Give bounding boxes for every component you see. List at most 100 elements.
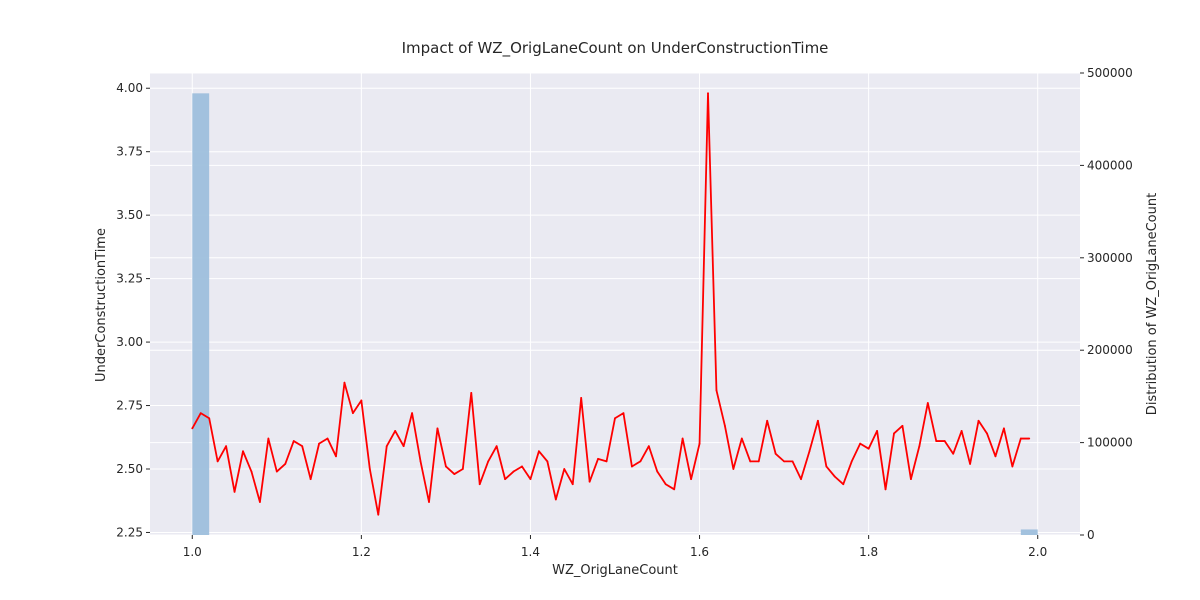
y-tick-label: 3.25 xyxy=(116,272,143,286)
data-point xyxy=(521,465,523,468)
data-point xyxy=(233,490,236,493)
data-point xyxy=(368,468,371,470)
data-point xyxy=(783,460,785,463)
data-point xyxy=(199,412,202,415)
data-point xyxy=(817,419,819,422)
x-tick-label: 1.2 xyxy=(352,545,371,559)
x-axis-label: WZ_OrigLaneCount xyxy=(552,563,678,578)
data-point xyxy=(715,389,718,392)
data-point xyxy=(478,483,481,486)
y2-axis-label: Distribution of WZ_OrigLaneCount xyxy=(1145,193,1160,415)
histogram-bar xyxy=(1020,529,1038,535)
y2-tick-label: 100000 xyxy=(1087,436,1133,450)
y-tick-label: 2.75 xyxy=(116,399,143,413)
data-point xyxy=(935,440,938,442)
data-point xyxy=(893,432,895,435)
data-point xyxy=(445,465,447,468)
data-point xyxy=(318,442,320,445)
data-point xyxy=(216,460,219,463)
data-point xyxy=(597,457,599,460)
data-point xyxy=(453,473,456,475)
data-point xyxy=(191,427,194,430)
plot-area xyxy=(150,73,1080,535)
histogram xyxy=(192,93,1038,535)
data-point xyxy=(1011,465,1014,468)
data-point xyxy=(724,424,726,427)
y2-tick-label: 200000 xyxy=(1087,343,1133,357)
data-point xyxy=(267,437,270,440)
data-point xyxy=(292,440,295,442)
data-point xyxy=(402,445,405,448)
y2-tick-label: 0 xyxy=(1087,528,1095,542)
y2-tick-label: 300000 xyxy=(1087,251,1133,265)
data-point xyxy=(808,450,811,453)
data-point xyxy=(1028,437,1031,440)
series-line xyxy=(191,92,1030,516)
data-point xyxy=(969,463,971,465)
data-point xyxy=(275,470,278,473)
data-point xyxy=(918,445,921,448)
data-point xyxy=(495,445,498,448)
data-point xyxy=(335,455,337,458)
data-point xyxy=(571,483,574,486)
y-tick-label: 4.00 xyxy=(116,81,143,95)
data-point xyxy=(385,445,388,448)
x-tick-label: 1.0 xyxy=(183,545,202,559)
data-point xyxy=(986,432,988,435)
data-point xyxy=(411,412,413,415)
data-point xyxy=(225,445,227,448)
data-point xyxy=(867,447,870,450)
data-point xyxy=(622,412,625,415)
data-point xyxy=(301,445,304,448)
data-point xyxy=(1019,437,1022,440)
data-point xyxy=(504,478,506,481)
data-point xyxy=(960,430,963,432)
axes: 1.0 1.2 1.4 1.6 1.8 2.0 2.25 2.50 2.75 3.00 3.25 3.… xyxy=(116,66,1133,559)
data-point xyxy=(554,498,557,501)
data-point xyxy=(284,463,287,465)
data-point xyxy=(681,437,684,440)
data-point xyxy=(343,381,346,384)
data-point xyxy=(259,501,261,503)
data-point xyxy=(419,460,422,463)
y-tick-label: 3.00 xyxy=(116,335,143,349)
data-point xyxy=(352,412,354,415)
data-point xyxy=(825,465,828,468)
line-series xyxy=(191,92,1031,516)
data-point xyxy=(673,488,676,491)
data-point xyxy=(943,440,946,442)
data-point xyxy=(664,483,667,486)
data-point xyxy=(952,452,955,455)
data-point xyxy=(690,478,692,481)
data-point xyxy=(774,452,777,455)
y2-tick-label: 400000 xyxy=(1087,158,1133,172)
data-point xyxy=(647,445,650,448)
data-point xyxy=(656,470,659,473)
data-point xyxy=(631,465,633,468)
y2-tick-label: 500000 xyxy=(1087,66,1133,80)
data-point xyxy=(588,480,591,483)
data-point xyxy=(850,460,853,463)
histogram-bar xyxy=(192,93,210,535)
data-point xyxy=(487,460,490,463)
data-point xyxy=(994,455,997,458)
y-tick-label: 2.50 xyxy=(116,462,143,476)
data-point xyxy=(512,470,515,473)
data-point xyxy=(360,399,363,402)
data-point xyxy=(580,397,583,399)
data-point xyxy=(377,513,380,516)
data-point xyxy=(766,419,769,422)
x-tick-label: 1.6 xyxy=(690,545,709,559)
data-point xyxy=(732,468,735,470)
data-point xyxy=(977,419,980,422)
data-point xyxy=(926,402,929,404)
data-point xyxy=(563,468,566,470)
data-point xyxy=(242,450,244,453)
x-tick-label: 1.4 xyxy=(521,545,540,559)
data-point xyxy=(842,483,845,486)
y-tick-label: 3.50 xyxy=(116,208,143,222)
data-point xyxy=(309,478,312,481)
data-point xyxy=(461,468,464,470)
data-point xyxy=(605,460,608,463)
